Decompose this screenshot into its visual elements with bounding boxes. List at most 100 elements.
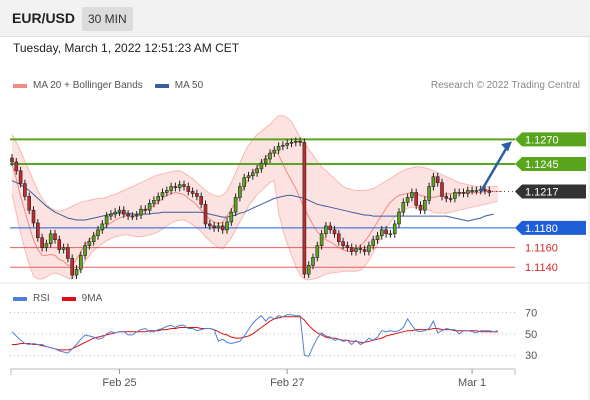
candle <box>435 172 440 187</box>
rsi-ma-line <box>12 316 498 351</box>
rsi-line <box>11 314 499 357</box>
level-tag-text-1.1217: 1.1217 <box>525 186 559 198</box>
candle-body <box>474 190 479 192</box>
candle-body <box>87 241 92 246</box>
candle <box>418 201 423 215</box>
candle <box>40 233 44 252</box>
candle-body <box>117 209 122 213</box>
candle-body <box>242 177 246 187</box>
candle <box>263 155 268 167</box>
candle-body <box>177 184 182 188</box>
candle <box>113 208 117 219</box>
candle <box>427 182 431 205</box>
candle-body <box>23 183 27 197</box>
candle <box>229 208 234 226</box>
candle-body <box>405 197 410 203</box>
candle <box>134 211 139 221</box>
candle-body <box>457 192 462 194</box>
candle <box>165 186 169 197</box>
candle <box>440 178 444 201</box>
candle-body <box>289 142 294 144</box>
x-tick-label: Feb 27 <box>270 377 304 389</box>
currency-pair-title: EUR/USD <box>12 10 76 26</box>
level-label-1.1160: 1.1160 <box>525 243 558 255</box>
bollinger-upper-line <box>11 115 498 212</box>
candle <box>487 186 492 197</box>
candle <box>328 221 333 234</box>
candle-body <box>31 209 36 224</box>
candle-body <box>83 245 87 256</box>
candle-body <box>251 172 255 177</box>
candle-body <box>233 197 238 213</box>
candle <box>143 205 148 215</box>
candle-body <box>345 245 350 248</box>
candle-body <box>18 170 23 184</box>
candle <box>276 142 281 155</box>
candle-body <box>422 200 427 211</box>
candle-body <box>319 233 324 246</box>
candle <box>225 218 229 234</box>
candle <box>104 212 109 228</box>
candle-body <box>190 191 195 194</box>
candle-body <box>336 233 341 242</box>
candle <box>448 194 453 203</box>
candle <box>160 188 165 201</box>
candle-body <box>448 198 453 200</box>
candle-body <box>392 223 397 235</box>
candle <box>14 158 19 175</box>
candle <box>44 239 49 252</box>
x-tick-label: Mar 1 <box>458 377 486 389</box>
candle <box>100 220 105 234</box>
candle <box>212 221 216 232</box>
candle <box>251 168 255 180</box>
candle-body <box>74 268 79 276</box>
candle <box>186 182 191 196</box>
candle <box>109 210 113 221</box>
x-tick-label: Feb 25 <box>102 377 136 389</box>
candle-body <box>453 192 457 199</box>
candle <box>293 137 298 147</box>
candle <box>388 229 393 238</box>
candle-body <box>435 176 440 183</box>
candle-body <box>126 213 130 217</box>
candle-body <box>156 196 160 201</box>
level-tag-text-1.1270: 1.1270 <box>525 134 559 146</box>
candle-body <box>109 213 113 217</box>
candle <box>220 221 225 234</box>
candle <box>358 244 363 254</box>
candle <box>457 188 462 197</box>
candle-body <box>487 190 492 193</box>
candle <box>401 198 406 217</box>
candle-body <box>306 264 311 275</box>
candle <box>48 229 53 248</box>
candle <box>74 265 79 280</box>
candle <box>341 237 345 250</box>
candle <box>130 212 135 221</box>
candle <box>289 138 294 148</box>
candle <box>91 231 96 246</box>
candle-body <box>401 202 406 213</box>
candle <box>371 235 376 250</box>
candle-body <box>388 233 393 236</box>
candle-body <box>461 192 466 194</box>
candle-body <box>375 235 380 240</box>
candle <box>431 172 436 191</box>
forecast-arrow-head <box>501 141 512 152</box>
candle <box>79 251 83 274</box>
candle-body <box>152 200 156 204</box>
forecast-arrow-shaft <box>479 144 510 193</box>
candle <box>465 186 470 198</box>
candle-body <box>281 144 285 147</box>
rsi-tick-label: 50 <box>525 329 537 341</box>
candle <box>66 243 70 263</box>
candle-body <box>27 196 32 211</box>
candle-body <box>431 176 436 187</box>
level-label-1.1140: 1.1140 <box>525 262 558 274</box>
timeframe-button[interactable]: 30 MIN <box>82 7 133 31</box>
candle-body <box>268 152 272 160</box>
level-tag-text-1.1245: 1.1245 <box>525 159 559 171</box>
candle-body <box>53 233 57 240</box>
candle <box>139 205 143 220</box>
candle-body <box>263 158 268 164</box>
level-tag-text-1.1180: 1.1180 <box>525 223 558 235</box>
